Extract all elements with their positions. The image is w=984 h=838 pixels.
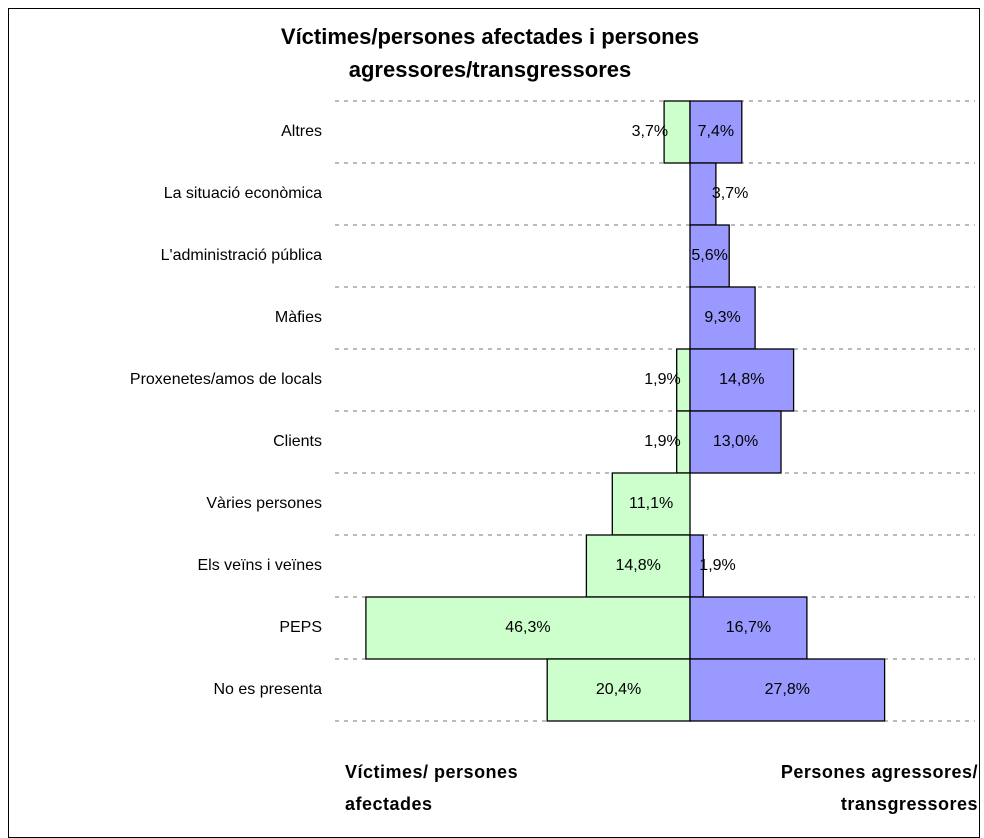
value-label: 3,7% — [712, 185, 748, 202]
category-label: No es presenta — [213, 681, 322, 698]
value-label: 3,7% — [632, 123, 668, 140]
category-label: Vàries persones — [206, 495, 322, 512]
category-label: La situació econòmica — [164, 185, 322, 202]
category-label: Proxenetes/amos de locals — [130, 371, 322, 388]
category-label: Altres — [281, 123, 322, 140]
page: Víctimes/persones afectades i persones a… — [8, 8, 980, 838]
bar — [365, 596, 691, 660]
value-label: 9,3% — [704, 309, 740, 326]
value-label: 1,9% — [644, 433, 680, 450]
value-label: 1,9% — [644, 371, 680, 388]
bar — [585, 534, 691, 598]
value-label: 14,8% — [616, 557, 661, 574]
chart: Altres 3,7% 7,4% La situació econòmica 3,7% L… — [130, 100, 975, 722]
category-label: Màfies — [275, 309, 322, 326]
category-label: PEPS — [279, 619, 322, 636]
value-label: 27,8% — [765, 681, 810, 698]
bar — [689, 658, 886, 722]
value-label: 7,4% — [698, 123, 734, 140]
chart-title: Víctimes/persones afectades i persones a… — [280, 24, 700, 82]
bar — [689, 348, 795, 412]
bar — [689, 410, 782, 474]
value-label: 46,3% — [505, 619, 550, 636]
value-label: 5,6% — [691, 247, 727, 264]
bar — [611, 472, 691, 536]
series-label: Víctimes/ persones afectades — [345, 762, 519, 814]
bar — [663, 100, 691, 164]
bar — [689, 596, 808, 660]
value-label: 20,4% — [596, 681, 641, 698]
bar — [689, 286, 756, 350]
value-label: 14,8% — [719, 371, 764, 388]
bar — [546, 658, 691, 722]
value-label: 16,7% — [726, 619, 771, 636]
value-label: 13,0% — [713, 433, 758, 450]
category-label: Els veïns i veïnes — [198, 557, 323, 574]
category-label: L'administració pública — [161, 247, 322, 264]
category-label: Clients — [273, 433, 322, 450]
value-label: 1,9% — [699, 557, 735, 574]
series-label: Persones agressores/ transgressores — [780, 762, 978, 814]
value-label: 11,1% — [629, 495, 673, 512]
